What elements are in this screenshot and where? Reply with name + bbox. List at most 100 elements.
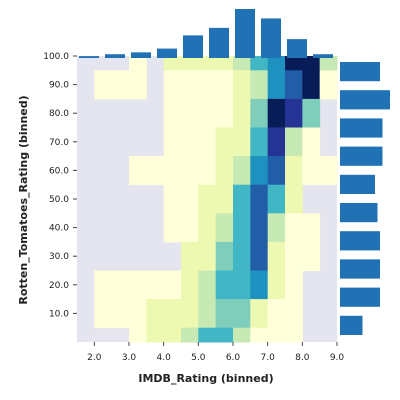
heatmap-cell	[302, 98, 321, 128]
heatmap-cell	[181, 98, 199, 128]
heatmap-cell	[181, 56, 199, 71]
heatmap-cell	[285, 299, 303, 329]
heatmap-cell	[94, 299, 113, 329]
heatmap-cell	[285, 213, 303, 243]
heatmap-cell	[250, 98, 269, 128]
heatmap-cell	[267, 241, 286, 271]
heatmap-cell	[215, 56, 234, 71]
heatmap-cell	[146, 156, 165, 186]
x-marginal-bar	[313, 54, 333, 58]
heatmap-cell	[250, 241, 269, 271]
y-marginal-bar	[340, 174, 375, 194]
y-tick-label: 50.0	[49, 195, 69, 205]
heatmap-cell	[285, 270, 303, 300]
heatmap-cell	[198, 127, 217, 157]
heatmap-cell	[302, 156, 321, 186]
heatmap-cell	[233, 270, 251, 300]
heatmap-cell	[215, 213, 234, 243]
heatmap-cell	[146, 270, 165, 300]
heatmap-cell	[215, 70, 234, 100]
x-marginal-bar	[235, 9, 255, 58]
heatmap-cell	[181, 327, 199, 343]
heatmap-cell	[146, 327, 165, 343]
heatmap-cell	[267, 127, 286, 157]
heatmap-cell	[181, 213, 199, 243]
heatmap-cell	[233, 156, 251, 186]
heatmap-cell	[233, 184, 251, 214]
x-tick-label: 3.0	[122, 353, 137, 363]
heatmap-cell	[163, 213, 182, 243]
y-tick-label: 40.0	[49, 224, 69, 234]
heatmap-cell	[233, 241, 251, 271]
x-marginal-bar	[183, 35, 203, 58]
heatmap-cell	[285, 98, 303, 128]
heatmap-cell	[198, 213, 217, 243]
heatmap-cell	[267, 56, 286, 71]
heatmap-cell	[181, 270, 199, 300]
x-tick-label: 4.0	[157, 353, 172, 363]
x-marginal-bar	[261, 18, 281, 59]
heatmap-cell	[267, 327, 286, 343]
heatmap-cell	[250, 70, 269, 100]
heatmap-cell	[163, 184, 182, 214]
heatmap-cell	[129, 327, 147, 343]
x-marginal-bar	[105, 54, 125, 58]
heatmap-cell	[163, 98, 182, 128]
heatmap-cell	[319, 70, 338, 100]
heatmap-cell	[163, 127, 182, 157]
heatmap-cell	[163, 270, 182, 300]
heatmap-cell	[163, 327, 182, 343]
x-tick-label: 7.0	[261, 353, 276, 363]
heatmap-cell	[319, 156, 338, 186]
y-marginal-histogram	[340, 62, 390, 335]
heatmap-cell	[319, 56, 338, 71]
y-tick-label: 10.0	[49, 309, 69, 319]
heatmap-cell	[163, 156, 182, 186]
heatmap-cell	[215, 156, 234, 186]
y-tick-label: 100.0	[43, 52, 69, 62]
heatmap-cell	[267, 156, 286, 186]
x-tick-label: 9.0	[330, 353, 345, 363]
heatmap-cell	[163, 70, 182, 100]
heatmap-cell	[163, 299, 182, 329]
heatmap-cell	[129, 156, 147, 186]
heatmap-cell	[198, 184, 217, 214]
heatmap-cell	[129, 56, 147, 71]
x-tick-label: 2.0	[87, 353, 102, 363]
heatmap-cell	[267, 184, 286, 214]
heatmap-cell	[146, 299, 165, 329]
heatmap-cell	[198, 70, 217, 100]
y-tick-label: 20.0	[49, 281, 69, 291]
heatmap-cell	[233, 299, 251, 329]
heatmap-cell	[111, 70, 130, 100]
heatmap-cell	[181, 184, 199, 214]
heatmap-cell	[198, 327, 217, 343]
heatmap-cell	[285, 241, 303, 271]
heatmap-cell	[267, 70, 286, 100]
y-tick-label: 30.0	[49, 252, 69, 262]
heatmap-cell	[250, 299, 269, 329]
x-tick-label: 8.0	[295, 353, 310, 363]
heatmap-cell	[233, 98, 251, 128]
heatmap-cell	[94, 70, 113, 100]
y-tick-label: 80.0	[49, 109, 69, 119]
y-marginal-bar	[340, 287, 380, 307]
heatmap-cell	[302, 127, 321, 157]
heatmap-cell	[181, 70, 199, 100]
y-marginal-bar	[340, 231, 380, 251]
y-marginal-bar	[340, 90, 390, 110]
heatmap-cell	[233, 213, 251, 243]
x-marginal-bar	[157, 48, 177, 58]
heatmap-cell	[181, 127, 199, 157]
x-marginal-histogram	[79, 9, 333, 59]
heatmap-cell	[233, 327, 251, 343]
y-tick-label: 70.0	[49, 138, 69, 148]
heatmap-cell	[250, 56, 269, 71]
heatmap-cell	[215, 327, 234, 343]
heatmap-cell	[129, 70, 147, 100]
x-marginal-bar	[131, 52, 151, 58]
heatmap-cell	[215, 98, 234, 128]
heatmap-cell	[198, 56, 217, 71]
heatmap-cell	[215, 270, 234, 300]
